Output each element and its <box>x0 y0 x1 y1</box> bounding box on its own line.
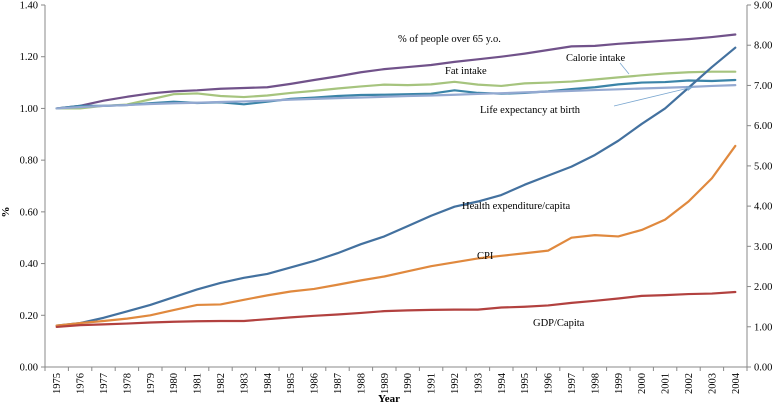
x-tick-label: 1980 <box>169 373 180 394</box>
y-right-tick-label: 4.00 <box>754 202 772 213</box>
x-tick-label: 1999 <box>614 373 625 394</box>
x-tick-label: 1979 <box>146 373 157 394</box>
x-axis-ticks: 1975 1976 1977 1978 1979 1980 1981 1982 1983 1984… <box>44 367 748 394</box>
label-cpi: CPI <box>477 251 494 262</box>
x-axis-title: Year <box>378 393 400 405</box>
series-line-health-expenditure-capita <box>55 46 737 327</box>
x-tick-label: 1984 <box>263 372 274 394</box>
x-tick-label: 1988 <box>356 373 367 394</box>
y-left-tick-label: 0.80 <box>20 156 38 167</box>
x-tick-label: 1978 <box>122 373 133 394</box>
x-tick-label: 2004 <box>731 372 742 394</box>
series-line-life-expectancy-at-birth <box>55 84 737 110</box>
y-right-tick-label: 7.00 <box>754 81 772 92</box>
x-tick-label: 2002 <box>684 373 695 394</box>
y-left-tick-label: 0.00 <box>20 363 38 374</box>
y-right-tick-label: 3.00 <box>754 242 772 253</box>
x-tick-label: 1982 <box>216 373 227 394</box>
x-tick-label: 1983 <box>239 373 250 394</box>
label-fat: Fat intake <box>445 66 487 77</box>
y-left-tick-label: 1.20 <box>20 52 38 63</box>
y-right-tick-label: 6.00 <box>754 121 772 132</box>
y-left-tick-label: 0.60 <box>20 207 38 218</box>
label-health: Health expenditure/capita <box>462 201 570 212</box>
x-tick-label: 1998 <box>590 373 601 394</box>
x-tick-label: 2000 <box>637 373 648 394</box>
x-tick-label: 1986 <box>310 373 321 394</box>
series-line-cpi <box>55 144 737 327</box>
series-line-gdp-capita <box>55 290 737 329</box>
life-leader-line <box>613 86 694 107</box>
life-leader-arrowhead <box>686 86 693 91</box>
x-tick-label: 1975 <box>52 373 63 394</box>
series-line-calorie-intake <box>55 70 737 110</box>
series-line-fat-intake <box>55 78 737 110</box>
y-right-tick-label: 9.00 <box>754 1 772 12</box>
y-left-tick-label: 0.40 <box>20 259 38 270</box>
label-life: Life expectancy at birth <box>480 105 581 116</box>
y-left-tick-label: 1.00 <box>20 104 38 115</box>
x-tick-label: 1976 <box>76 373 87 394</box>
x-tick-label: 1997 <box>567 373 578 394</box>
x-tick-label: 1991 <box>427 373 438 394</box>
x-tick-label: 1992 <box>450 373 461 394</box>
y-left-tick-label: 0.20 <box>20 311 38 322</box>
x-tick-label: 1987 <box>333 373 344 394</box>
x-tick-label: 2003 <box>707 373 718 394</box>
x-tick-label: 1993 <box>473 373 484 394</box>
series-line-of-people-over-65-y-o <box>55 33 737 110</box>
label-gdp: GDP/Capita <box>533 318 585 329</box>
x-tick-label: 1994 <box>497 372 508 394</box>
y-left-tick-label: 1.40 <box>20 1 38 12</box>
y-axis-left-ticks: 0.00 0.20 0.40 0.60 0.80 1.00 1.20 1.40 <box>20 1 45 374</box>
label-over65: % of people over 65 y.o. <box>398 34 501 45</box>
series-lines <box>55 33 737 329</box>
x-tick-label: 1989 <box>380 373 391 394</box>
x-tick-label: 2001 <box>661 373 672 394</box>
y-axis-right-ticks: 0.00 1.00 2.00 3.00 4.00 5.00 6.00 7.00 8.00 9.00 <box>747 1 772 374</box>
x-tick-label: 1981 <box>193 373 204 394</box>
label-calorie: Calorie intake <box>566 53 626 64</box>
x-tick-label: 1985 <box>286 373 297 394</box>
axes <box>44 5 748 368</box>
x-tick-label: 1995 <box>520 373 531 394</box>
y-axis-left-title: % <box>0 207 12 218</box>
calorie-leader-line <box>619 62 630 75</box>
annotations: % of people over 65 y.o. Calorie intake … <box>398 34 694 329</box>
y-right-tick-label: 1.00 <box>754 322 772 333</box>
x-tick-label: 1977 <box>99 373 110 394</box>
y-right-tick-label: 5.00 <box>754 161 772 172</box>
x-tick-label: 1996 <box>544 373 555 394</box>
x-tick-label: 1990 <box>403 373 414 394</box>
y-right-tick-label: 2.00 <box>754 282 772 293</box>
y-right-tick-label: 0.00 <box>754 363 772 374</box>
y-right-tick-label: 8.00 <box>754 41 772 52</box>
